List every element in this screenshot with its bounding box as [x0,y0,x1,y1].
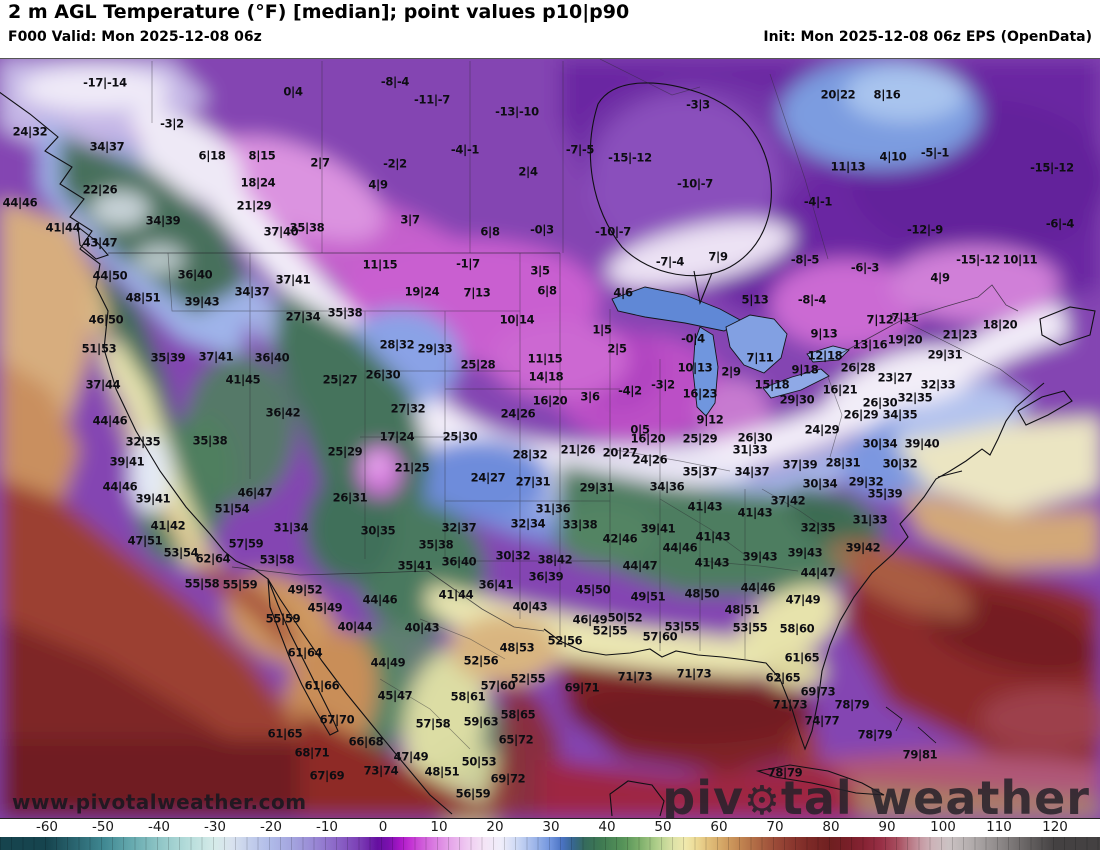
brand-text-post: tal weather [780,771,1090,819]
colorbar-tick: 90 [878,819,896,835]
coastline-paths [0,82,1096,817]
page-title: 2 m AGL Temperature (°F) [median]; point… [8,1,630,23]
national-borders [108,252,1033,632]
colorbar-tick: 70 [766,819,784,835]
temperature-field-svg [0,59,1100,818]
colorbar-tick: 100 [930,819,956,835]
colorbar-tick: 80 [822,819,840,835]
colorbar-tick: 10 [430,819,448,835]
colorbar-tick: 20 [486,819,504,835]
colorbar-tick: -20 [259,819,283,835]
brand-text-pre: piv [662,771,744,819]
colorbar-tick: -40 [147,819,171,835]
watermark-url: www.pivotalweather.com [12,790,307,814]
valid-time-label: F000 Valid: Mon 2025-12-08 06z [8,29,262,45]
colorbar-tick: -30 [203,819,227,835]
colorbar-cells [0,837,1100,850]
colorbar-tick-labels: -60 -50 -40 -30 -20 -10 0 10 20 30 40 50 60 70 80 90 100… [0,819,1100,837]
colorbar-tick: 60 [710,819,728,835]
colorbar [0,837,1100,850]
watermark-brand: piv⚙tal weather [662,771,1090,819]
colorbar-tick: -60 [35,819,59,835]
header: 2 m AGL Temperature (°F) [median]; point… [0,0,1100,58]
colorbar-tick: 30 [542,819,560,835]
great-lakes [611,286,850,417]
map-canvas: www.pivotalweather.com piv⚙tal weather [0,58,1100,819]
init-time-label: Init: Mon 2025-12-08 06z EPS (OpenData) [763,29,1092,45]
colorbar-tick: 0 [378,819,388,835]
colorbar-tick: 110 [986,819,1012,835]
colorbar-tick: 50 [654,819,672,835]
colorbar-tick: -50 [91,819,115,835]
colorbar-tick: -10 [315,819,339,835]
state-borders [151,59,843,750]
colorbar-tick: 40 [598,819,616,835]
gear-icon: ⚙ [743,778,781,819]
colorbar-tick: 120 [1042,819,1068,835]
